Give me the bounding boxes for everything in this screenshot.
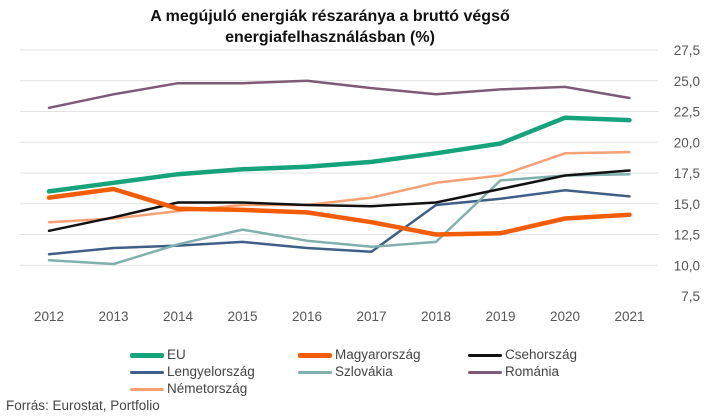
x-tick-label: 2014: [163, 309, 194, 324]
series-line-csehorszag: [47, 169, 631, 233]
series-line-nemetorszag: [47, 150, 631, 224]
y-tick-label: 7,5: [681, 289, 700, 304]
x-tick-label: 2016: [292, 309, 322, 324]
y-tick-label: 27,5: [674, 43, 700, 58]
x-tick-label: 2012: [34, 309, 64, 324]
y-tick-label: 22,5: [674, 105, 700, 120]
y-tick-label: 15,0: [674, 197, 700, 212]
x-tick-label: 2015: [227, 309, 257, 324]
gridlines: [20, 49, 658, 266]
series-line-szlovakia: [47, 172, 631, 266]
y-axis-ticks: 27,5 25,0 22,5 20,0 17,5 15,0 12,5 10,0 7,5: [674, 43, 700, 304]
x-tick-label: 2019: [485, 309, 515, 324]
y-tick-label: 20,0: [674, 135, 700, 150]
chart-title: A megújuló energiák részaránya a bruttó …: [0, 6, 660, 48]
chart-title-line-2: energiafelhasználásban (%): [225, 29, 435, 46]
x-tick-label: 2020: [550, 309, 580, 324]
series-line-magyarorszag: [46, 186, 632, 237]
series-line-eu: [46, 115, 632, 194]
source-note: Forrás: Eurostat, Portfolio: [6, 398, 160, 413]
series-lines: [46, 79, 632, 266]
chart-title-line-1: A megújuló energiák részaránya a bruttó …: [150, 8, 510, 25]
series-line-lengyelorszag: [47, 188, 631, 256]
x-tick-label: 2018: [421, 309, 451, 324]
x-tick-label: 2017: [356, 309, 386, 324]
y-tick-label: 12,5: [674, 228, 700, 243]
y-tick-label: 10,0: [674, 258, 700, 273]
x-tick-label: 2013: [98, 309, 128, 324]
series-line-romania: [47, 79, 631, 110]
y-tick-label: 17,5: [674, 166, 700, 181]
x-axis-ticks: 2012 2013 2014 2015 2016 2017 2018 2019 2020 2021: [34, 309, 645, 324]
x-tick-label: 2021: [614, 309, 644, 324]
y-tick-label: 25,0: [674, 74, 700, 89]
